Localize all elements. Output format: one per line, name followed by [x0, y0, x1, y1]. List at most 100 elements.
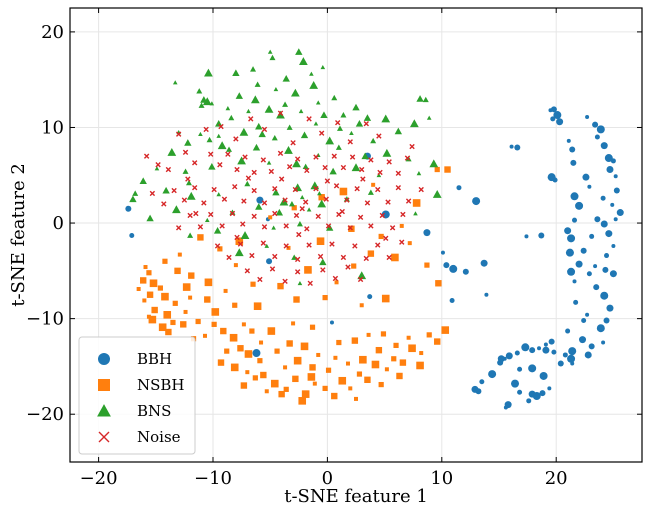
- bns-point: [184, 139, 192, 146]
- noise-point: [299, 206, 305, 212]
- bns-point: [213, 227, 222, 234]
- bns-point: [182, 168, 189, 174]
- bns-legend-marker: [97, 404, 111, 417]
- noise-point: [182, 149, 189, 156]
- bbh-point: [462, 268, 469, 275]
- bns-point: [198, 102, 205, 108]
- nsbh-point: [172, 300, 178, 306]
- bbh-point: [566, 138, 571, 143]
- legend: BBH NSBH BNS Noise: [78, 336, 196, 455]
- nsbh-point: [291, 205, 297, 211]
- bbh-point: [552, 177, 558, 183]
- bns-point: [154, 166, 160, 171]
- bns-point: [185, 179, 192, 186]
- nsbh-point: [380, 331, 387, 337]
- bns-point: [282, 75, 290, 82]
- nsbh-point: [188, 295, 193, 300]
- noise-point: [149, 190, 156, 197]
- nsbh-point: [307, 373, 316, 381]
- nsbh-point: [257, 358, 263, 364]
- data-points: [125, 48, 624, 410]
- nsbh-point: [241, 322, 246, 327]
- bbh-point: [596, 125, 605, 134]
- noise-point: [242, 154, 248, 160]
- bns-point: [216, 192, 222, 197]
- bbh-point: [517, 389, 523, 395]
- x-tick-label: 0: [322, 468, 333, 489]
- bns-point: [317, 191, 322, 196]
- noise-point: [293, 212, 300, 219]
- nsbh-point: [252, 375, 258, 381]
- nsbh-point: [291, 321, 296, 326]
- bns-point: [329, 167, 337, 175]
- bns-point: [306, 207, 312, 212]
- nsbh-point: [336, 339, 342, 346]
- nsbh-point: [381, 294, 390, 303]
- bns-point: [352, 103, 360, 111]
- noise-point: [261, 126, 268, 133]
- noise-point: [185, 176, 191, 182]
- nsbh-point: [260, 371, 267, 379]
- noise-point: [363, 255, 369, 262]
- nsbh-point: [286, 340, 293, 347]
- nsbh-point: [274, 348, 280, 354]
- nsbh-point: [351, 337, 359, 344]
- bbh-point: [570, 159, 577, 166]
- nsbh-point: [419, 351, 424, 356]
- bbh-point: [129, 232, 135, 238]
- bns-point: [209, 101, 215, 106]
- y-tick-label: 20: [41, 22, 64, 43]
- nsbh-point: [316, 352, 321, 357]
- nsbh-point: [396, 372, 403, 380]
- bbh-point: [565, 328, 571, 334]
- bbh-point: [564, 227, 572, 235]
- nsbh-point: [253, 302, 262, 311]
- noise-point: [233, 136, 239, 142]
- bns-point: [363, 114, 372, 121]
- bbh-point: [266, 258, 273, 265]
- bns-point: [271, 225, 276, 230]
- bns-point: [217, 141, 227, 150]
- nsbh-point: [223, 288, 228, 293]
- nsbh-point: [408, 344, 416, 353]
- bbh-legend-label: BBH: [137, 350, 172, 368]
- noise-point: [405, 198, 412, 204]
- nsbh-point: [249, 328, 255, 334]
- noise-point: [193, 210, 199, 217]
- noise-point: [331, 153, 337, 159]
- noise-point: [354, 185, 360, 192]
- bns-point: [255, 122, 263, 130]
- bbh-point: [600, 291, 609, 300]
- bns-point: [225, 106, 231, 111]
- bns-point: [269, 54, 276, 61]
- bbh-point: [449, 264, 458, 273]
- nsbh-point: [351, 263, 357, 269]
- bns-point: [244, 180, 251, 187]
- noise-point: [282, 197, 288, 203]
- nsbh-point: [162, 258, 168, 264]
- nsbh-point: [278, 390, 285, 398]
- bns-point: [186, 191, 196, 200]
- bbh-point: [596, 324, 605, 333]
- bns-point: [254, 81, 261, 87]
- noise-point: [234, 234, 240, 241]
- bbh-point: [572, 217, 578, 223]
- noise-point: [232, 184, 238, 190]
- bns-point: [422, 96, 429, 103]
- nsbh-point: [233, 263, 238, 268]
- noise-point: [292, 186, 299, 193]
- bbh-point: [329, 320, 334, 325]
- nsbh-point: [195, 318, 201, 325]
- noise-point: [272, 185, 278, 192]
- nsbh-point: [366, 332, 371, 337]
- nsbh-point: [293, 356, 302, 365]
- bbh-point: [604, 154, 613, 163]
- nsbh-point: [407, 241, 412, 246]
- noise-point: [282, 278, 288, 285]
- nsbh-point: [435, 280, 442, 287]
- noise-point: [364, 200, 371, 206]
- bbh-point: [524, 234, 529, 239]
- bns-point: [246, 108, 251, 114]
- bns-point: [351, 163, 361, 172]
- noise-point: [221, 196, 228, 202]
